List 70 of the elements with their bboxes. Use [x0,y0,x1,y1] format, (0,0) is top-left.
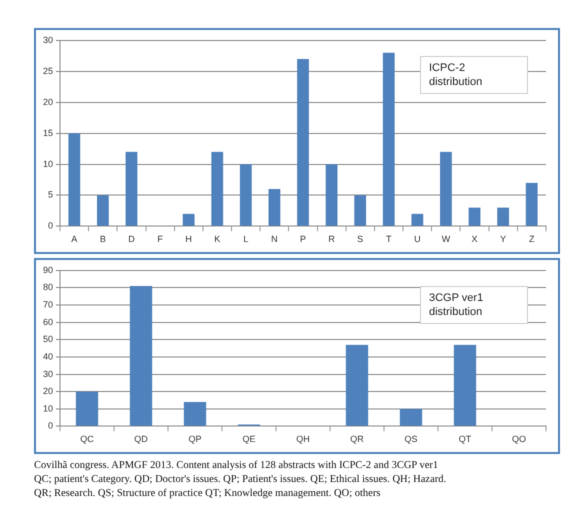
bar [211,152,224,226]
x-tick-label: QD [134,434,148,444]
x-tick-label: X [472,234,478,244]
text-box: 3CGP ver1 distribution [420,286,528,324]
bar [240,164,252,226]
y-tick-label: 20 [42,96,54,107]
y-tick-label: 5 [48,190,54,200]
bar [68,133,80,226]
x-tick-label: QP [188,434,202,444]
y-tick-label: 80 [42,282,54,292]
bar [497,208,510,226]
bar [268,189,280,226]
bar [354,195,366,226]
bar [76,392,98,426]
x-tick-label: QO [512,434,526,444]
x-tick-label: QT [458,434,472,444]
bar [297,58,309,226]
x-tick-label: D [128,234,136,244]
y-tick-label: 10 [42,158,54,169]
bar [468,208,480,226]
bar [346,344,368,426]
bar [454,344,476,426]
x-tick-label: P [300,234,306,244]
y-tick-label: 30 [42,368,54,379]
bar [526,182,538,226]
x-tick-label: QE [242,434,256,444]
y-tick-label: 0 [48,220,54,231]
y-tick-label: 90 [42,264,54,275]
y-tick-label: 20 [42,386,54,396]
y-tick-label: 50 [42,334,54,344]
text-box: ICPC-2 distribution [420,56,528,94]
x-tick-label: N [271,234,278,244]
y-tick-label: 60 [42,316,54,327]
y-tick-label: 10 [42,403,54,414]
x-tick-label: S [357,234,364,244]
bar [126,152,138,226]
x-tick-label: H [185,234,192,244]
x-tick-label: R [328,234,336,244]
x-tick-label: W [442,234,451,244]
x-tick-label: K [214,234,220,244]
x-tick-label: U [414,234,421,244]
x-tick-label: QS [404,434,418,444]
x-tick-label: Z [528,234,535,244]
bar [400,408,422,426]
bar [130,286,152,426]
bar [411,214,424,226]
x-tick-label: A [71,234,78,244]
x-tick-label: Y [500,234,506,244]
x-tick-label: QR [350,434,364,444]
text: Covilhã congress. APMGF 2013. Content analysis of 128 abstracts with ICPC-2 and 3CGP ver1 [34,460,440,471]
bar [440,152,452,226]
x-tick-label: QH [296,434,310,444]
x-tick-label: QC [80,434,94,444]
text: QR; Research. QS; Structure of practice QT; Knowledge management. QO; others [34,488,382,499]
x-tick-label: F [157,234,164,244]
y-tick-label: 40 [42,351,54,362]
bar [184,402,206,426]
bar [96,195,109,226]
bar [182,214,195,226]
y-tick-label: 15 [42,128,54,138]
x-tick-label: T [386,234,392,244]
y-tick-label: 0 [48,420,54,431]
x-tick-label: B [100,234,106,244]
x-tick-label: L [243,234,248,244]
bar [326,164,338,226]
y-tick-label: 30 [42,34,54,45]
y-tick-label: 25 [42,66,54,76]
y-tick-label: 70 [42,300,54,310]
bar [382,52,395,226]
text: QC; patient's Category. QD; Doctor's issues. QP; Patient's issues. QE; Ethical issues. QH; Hazard. [34,474,448,485]
